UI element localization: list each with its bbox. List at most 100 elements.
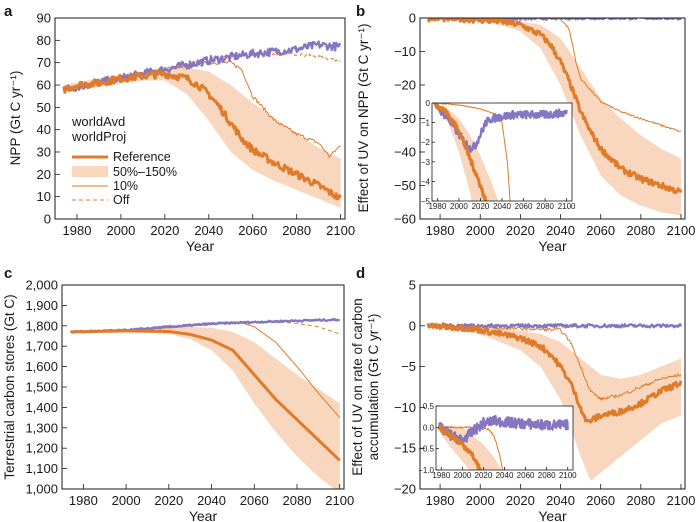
legend-worldavd: worldAvd bbox=[71, 114, 125, 129]
y-tick-label: 1,700 bbox=[25, 339, 58, 354]
x-tick-label: 1980 bbox=[426, 493, 455, 508]
series-worldavd-band bbox=[63, 67, 341, 208]
y-axis-label: NPP (Gt C yr⁻¹) bbox=[8, 71, 23, 166]
y-tick-label: 1,300 bbox=[25, 420, 58, 435]
x-tick-label: 2020 bbox=[150, 223, 179, 238]
legend-ten-label: 10% bbox=[113, 179, 138, 193]
y-tick-label: −60 bbox=[394, 212, 416, 227]
x-tick-label: 1980 bbox=[428, 202, 446, 211]
panel-a: 1980 2000 2020 2040 2060 2080 2100 0 10 20 30 40 50 6… bbox=[8, 11, 355, 255]
x-tick-label: 2060 bbox=[517, 471, 535, 480]
x-tick-label: 2000 bbox=[106, 223, 135, 238]
x-tick-label: 2040 bbox=[493, 202, 511, 211]
y-tick-label: 40 bbox=[37, 122, 51, 137]
y-tick-label: −30 bbox=[394, 111, 416, 126]
y-tick-label: −0.5 bbox=[418, 445, 434, 454]
y-tick-label: 60 bbox=[37, 78, 51, 93]
y-tick-label: 0 bbox=[44, 212, 51, 227]
x-tick-label: 2080 bbox=[626, 223, 655, 238]
series-group bbox=[69, 317, 341, 489]
x-tick-label: 2100 bbox=[325, 493, 354, 508]
y-tick-label: −3 bbox=[421, 158, 431, 167]
x-tick-label: 1980 bbox=[69, 493, 98, 508]
y-tick-label: −40 bbox=[394, 145, 416, 160]
x-tick-label: 2060 bbox=[586, 493, 615, 508]
legend-off-label: Off bbox=[113, 193, 130, 207]
series-group bbox=[426, 322, 683, 481]
plot-frame bbox=[54, 17, 346, 220]
panel-letter-b: b bbox=[356, 3, 365, 20]
y-tick-label: −10 bbox=[394, 44, 416, 59]
x-tick-label: 1980 bbox=[432, 471, 450, 480]
x-tick-label: 2080 bbox=[536, 202, 554, 211]
series-worldavd-reference bbox=[426, 18, 683, 194]
x-tick-label: 2000 bbox=[450, 202, 468, 211]
y-tick-label: 90 bbox=[37, 11, 51, 26]
x-tick-label: 2080 bbox=[538, 471, 556, 480]
y-tick-label: −20 bbox=[394, 482, 416, 497]
y-tick-label: 50 bbox=[37, 100, 51, 115]
legend-band-swatch bbox=[72, 166, 108, 177]
x-tick-label: 2040 bbox=[546, 493, 575, 508]
panel-d: 1980 2000 2020 2040 2060 2080 2100−20−15−10−50… bbox=[350, 278, 695, 522]
x-tick-label: 1980 bbox=[426, 223, 455, 238]
panel-c: 1980 2000 2020 2040 2060 2080 2100 1,000 1,100 1,… bbox=[2, 278, 354, 522]
x-tick-label: 2060 bbox=[515, 202, 533, 211]
legend-worldproj: worldProj bbox=[71, 129, 126, 144]
panel-letter-a: a bbox=[4, 3, 13, 20]
series-worldproj bbox=[438, 414, 569, 445]
y-tick-label: 0 bbox=[409, 318, 416, 333]
series-worldavd-10pct bbox=[438, 426, 504, 470]
y-tick-label: 1,400 bbox=[25, 400, 58, 415]
x-tick-label: 2020 bbox=[506, 493, 535, 508]
y-tick-label: −1 bbox=[421, 119, 431, 128]
x-axis-label: Year bbox=[189, 508, 218, 522]
y-axis-label-line: Effect of UV on rate of carbon bbox=[350, 298, 365, 476]
y-tick-label: 5 bbox=[409, 278, 416, 293]
x-axis-label: Year bbox=[538, 508, 567, 522]
y-tick-label: 1,200 bbox=[25, 441, 58, 456]
x-tick-label: 2100 bbox=[559, 471, 577, 480]
y-tick-label: 2,000 bbox=[25, 278, 58, 293]
y-tick-label: −20 bbox=[394, 78, 416, 93]
panel-letter-d: d bbox=[356, 265, 365, 282]
y-tick-label: 0.5 bbox=[423, 402, 435, 411]
x-tick-label: 2100 bbox=[558, 202, 576, 211]
x-tick-label: 2100 bbox=[326, 223, 355, 238]
x-tick-label: 2000 bbox=[453, 471, 471, 480]
x-tick-label: 2100 bbox=[667, 493, 696, 508]
plot-frame bbox=[419, 284, 686, 490]
y-tick-label: 0 bbox=[426, 99, 431, 108]
series-group bbox=[437, 414, 569, 470]
y-tick-label: −5 bbox=[401, 359, 416, 374]
x-tick-label: 2080 bbox=[283, 493, 312, 508]
x-tick-label: 2060 bbox=[238, 223, 267, 238]
x-tick-label: 1980 bbox=[63, 223, 92, 238]
legend: worldAvd worldProj Reference 50%–150% 10… bbox=[71, 114, 177, 207]
y-tick-label: −15 bbox=[394, 441, 416, 456]
legend-reference-label: Reference bbox=[113, 150, 171, 164]
series-worldavd-reference bbox=[70, 329, 341, 462]
y-axis-label-line: accumulation (Gt C yr⁻¹) bbox=[366, 314, 381, 461]
series-group bbox=[62, 40, 342, 208]
series-group bbox=[433, 103, 568, 201]
x-tick-label: 2080 bbox=[626, 493, 655, 508]
series-worldproj bbox=[426, 323, 683, 329]
y-tick-label: −1.0 bbox=[418, 466, 434, 475]
y-tick-label: 20 bbox=[37, 167, 51, 182]
y-tick-label: 1,000 bbox=[25, 482, 58, 497]
y-tick-label: 0 bbox=[409, 11, 416, 26]
series-worldavd-reference bbox=[426, 322, 683, 424]
y-tick-label: 1,100 bbox=[25, 461, 58, 476]
x-tick-label: 2020 bbox=[154, 493, 183, 508]
y-tick-label: 70 bbox=[37, 55, 51, 70]
inset-panel-b: 1980 2000 2020 2040 2060 2080 2100−5−4−3−2−10 bbox=[421, 99, 576, 211]
series-worldavd-reference bbox=[437, 424, 482, 470]
x-tick-label: 2040 bbox=[546, 223, 575, 238]
x-tick-label: 2040 bbox=[194, 223, 223, 238]
legend-band-label: 50%–150% bbox=[113, 165, 177, 179]
x-axis-label: Year bbox=[186, 238, 215, 254]
y-tick-label: 0.0 bbox=[423, 423, 435, 432]
series-group bbox=[426, 18, 683, 216]
